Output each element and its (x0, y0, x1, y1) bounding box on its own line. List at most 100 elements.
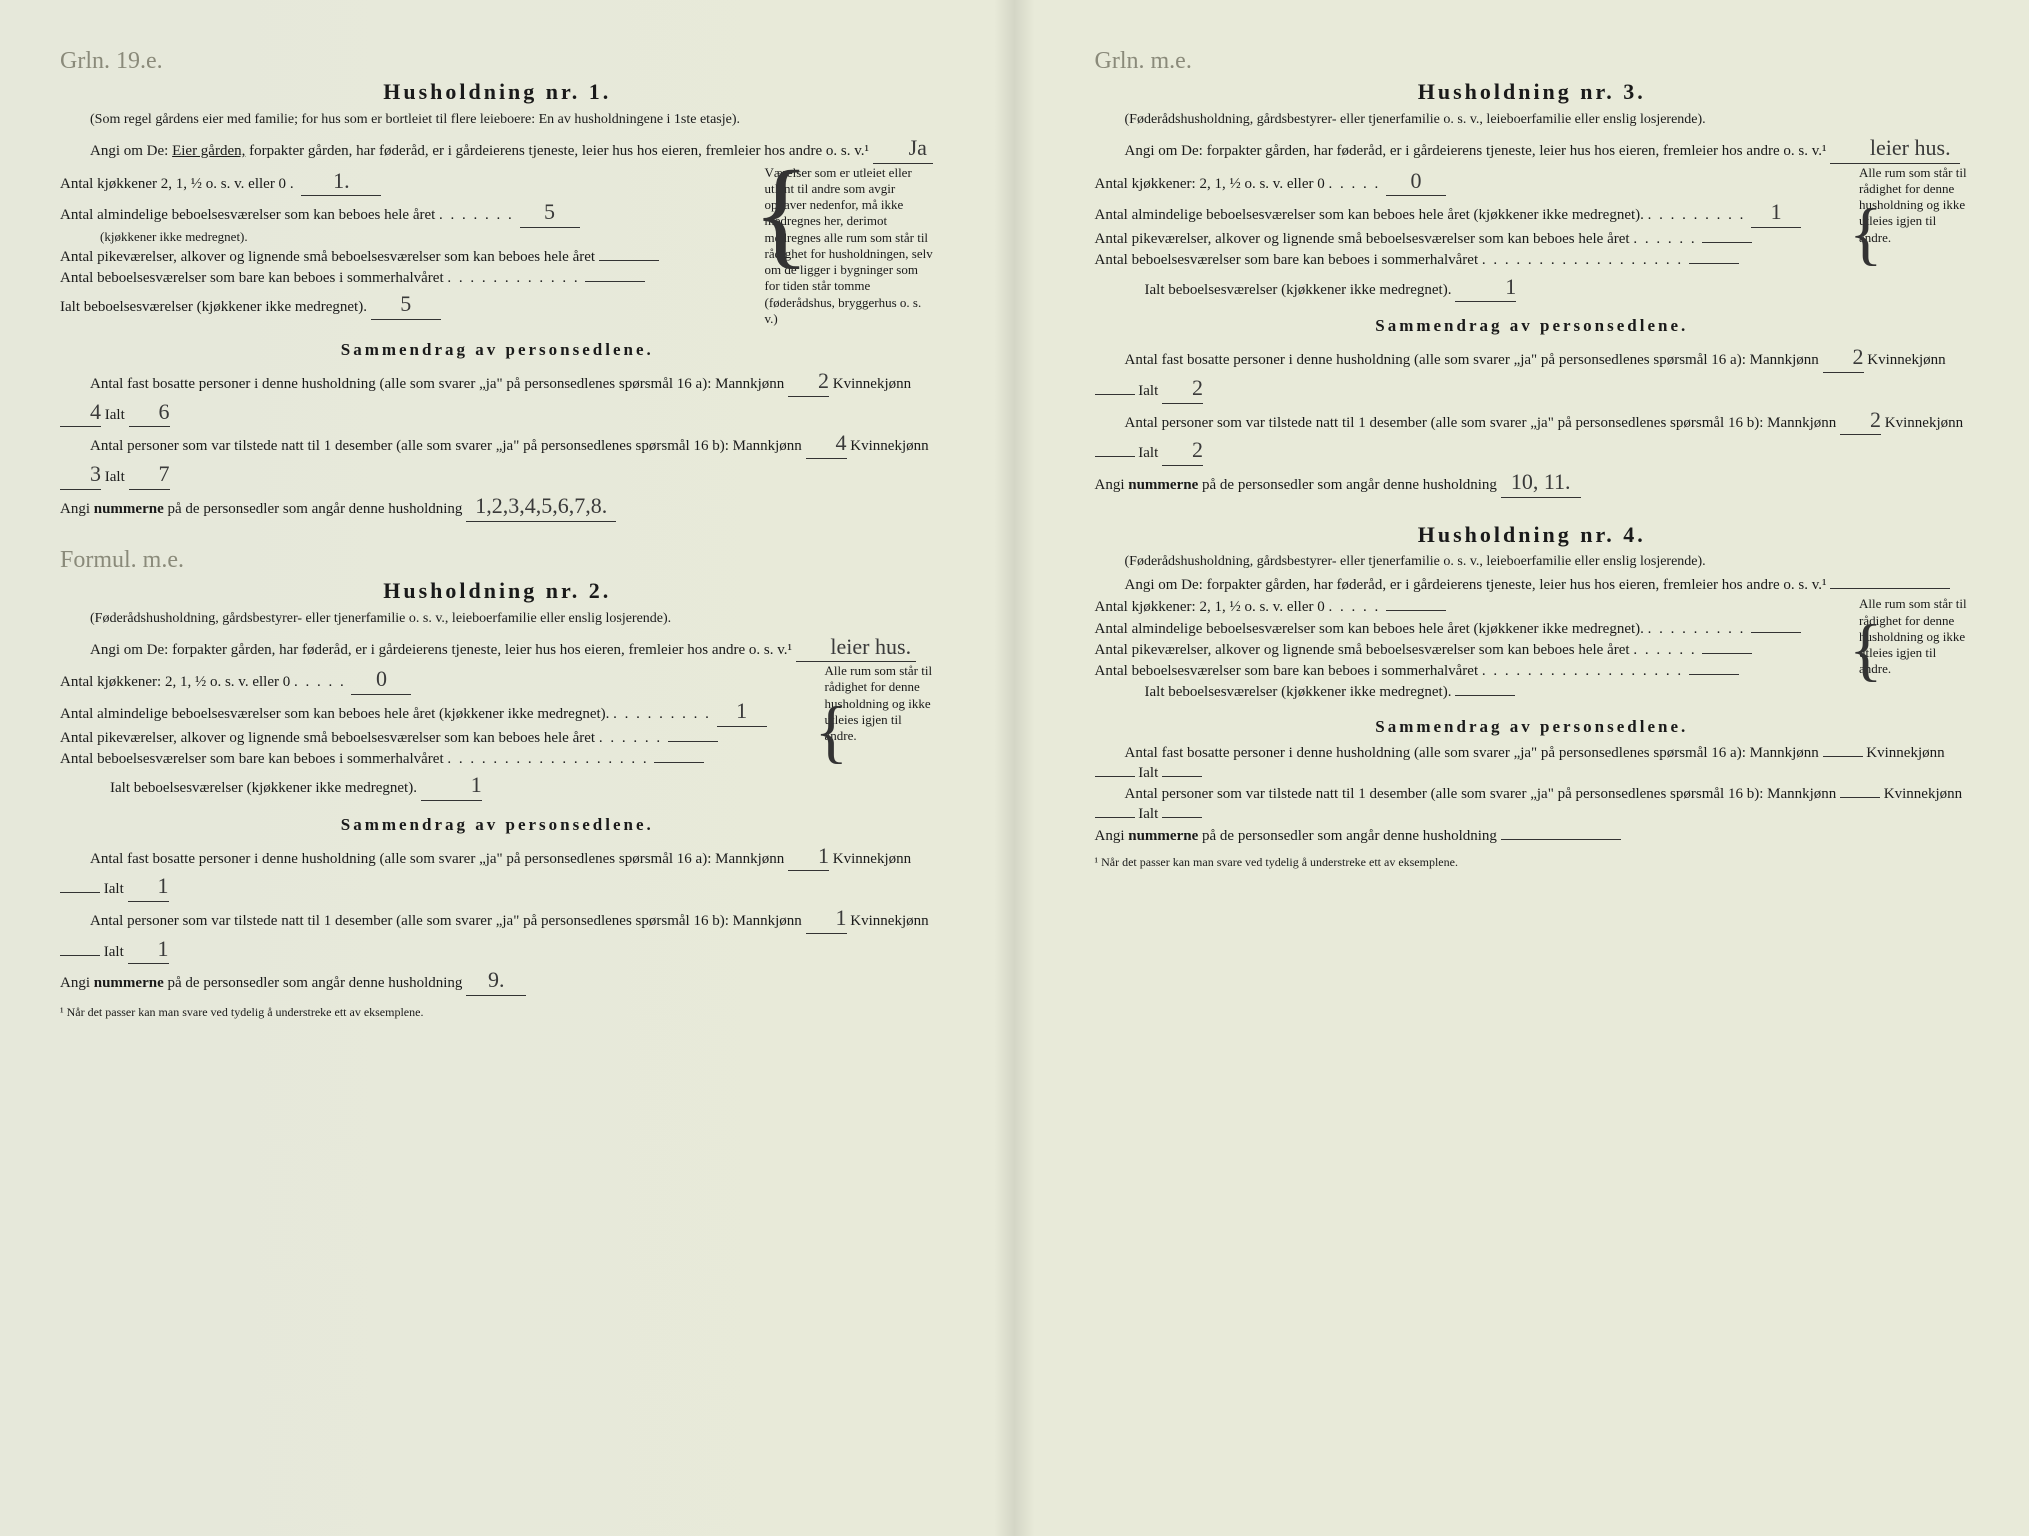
samm-title-1: Sammendrag av personsedlene. (60, 339, 935, 362)
ialt-label-3: Ialt beboelsesværelser (kjøkkener ikke m… (1145, 282, 1452, 298)
title-4: Husholdning nr. 4. (1095, 520, 1970, 550)
kv-l2-2: Kvinnekjønn (850, 913, 928, 929)
angi-text-3: Angi om De: forpakter gården, har føderå… (1125, 143, 1827, 159)
samm-v2a-4 (1840, 797, 1880, 798)
ialt-l2-2: Ialt (104, 944, 124, 960)
rooms-main-1: Antal kjøkkener 2, 1, ½ o. s. v. eller 0… (60, 165, 751, 328)
sommer-val-3 (1689, 263, 1739, 264)
samm-v1c-1: 6 (129, 397, 170, 428)
samm-v1a-4 (1823, 756, 1863, 757)
angi-hand-1: Ja (873, 133, 933, 164)
sommer-label-1: Antal beboelsesværelser som bare kan beb… (60, 270, 444, 286)
ialt-l-3: Ialt (1138, 383, 1158, 399)
sommer-val-2 (654, 762, 704, 763)
sommer-3: Antal beboelsesværelser som bare kan beb… (1095, 250, 1846, 270)
samm-v1a-1: 2 (788, 366, 829, 397)
ialt-label-2: Ialt beboelsesværelser (kjøkkener ikke m… (110, 780, 417, 796)
kjokken-2: Antal kjøkkener: 2, 1, ½ o. s. v. eller … (60, 664, 811, 695)
ialt-2: Ialt beboelsesværelser (kjøkkener ikke m… (60, 770, 811, 801)
kjokken-label-1: Antal kjøkkener 2, 1, ½ o. s. v. eller 0 (60, 176, 286, 192)
kjokken-val-1: 1. (301, 166, 381, 197)
samm-v1b-3 (1095, 394, 1135, 395)
ialt-l2-1: Ialt (105, 469, 125, 485)
samm-l2-1: Antal personer som var tilstede natt til… (90, 438, 802, 454)
annotation-2: Formul. m.e. (60, 544, 935, 576)
samm-v2c-2: 1 (128, 934, 169, 965)
samm-v2c-3: 2 (1162, 435, 1203, 466)
angi-hand-2: leier hus. (796, 632, 916, 663)
samm-16b-3: Antal personer som var tilstede natt til… (1095, 405, 1970, 466)
ialt-l2-3: Ialt (1138, 445, 1158, 461)
samm-16a-1: Antal fast bosatte personer i denne hush… (60, 366, 935, 427)
kjokken-val-3: 0 (1386, 166, 1446, 197)
samm-l2-3: Antal personer som var tilstede natt til… (1125, 415, 1837, 431)
ialt-4: Ialt beboelsesværelser (kjøkkener ikke m… (1095, 682, 1846, 702)
sommer-val-1 (585, 281, 645, 282)
brace-icon-4: { (1849, 606, 1883, 694)
samm-l2-4: Antal personer som var tilstede natt til… (1125, 786, 1837, 802)
household-1: Grln. 19.e. Husholdning nr. 1. (Som rege… (60, 45, 935, 522)
ialt-1: Ialt beboelsesværelser (kjøkkener ikke m… (60, 289, 751, 320)
title-2: Husholdning nr. 2. (60, 576, 935, 606)
samm-v2a-3: 2 (1840, 405, 1881, 436)
samm-v1c-2: 1 (128, 871, 169, 902)
kv-l2-1: Kvinnekjønn (850, 438, 928, 454)
footnote-left: ¹ Når det passer kan man svare ved tydel… (60, 1004, 935, 1020)
ialt-val-4 (1455, 695, 1515, 696)
samm-16b-2: Antal personer som var tilstede natt til… (60, 903, 935, 964)
sommer-label-3: Antal beboelsesværelser som bare kan beb… (1095, 252, 1479, 268)
pike-label-1: Antal pikeværelser, alkover og lignende … (60, 249, 595, 265)
kjokken-label-2: Antal kjøkkener: 2, 1, ½ o. s. v. eller … (60, 674, 290, 690)
rooms-block-4: Antal kjøkkener: 2, 1, ½ o. s. v. eller … (1095, 596, 1970, 703)
alm-label-3: Antal almindelige beboelsesværelser som … (1095, 207, 1644, 223)
ialt-val-3: 1 (1455, 272, 1516, 303)
pike-label-2: Antal pikeværelser, alkover og lignende … (60, 730, 595, 746)
title-1: Husholdning nr. 1. (60, 77, 935, 107)
sommer-1: Antal beboelsesværelser som bare kan beb… (60, 268, 751, 288)
alm-val-3: 1 (1751, 197, 1801, 228)
document-spread: Grln. 19.e. Husholdning nr. 1. (Som rege… (0, 0, 2029, 1536)
kjokken-1: Antal kjøkkener 2, 1, ½ o. s. v. eller 0… (60, 166, 751, 197)
rooms-main-2: Antal kjøkkener: 2, 1, ½ o. s. v. eller … (60, 663, 811, 802)
pike-val-1 (599, 260, 659, 261)
nummer-val-2: 9. (466, 965, 526, 996)
angi-hand-3: leier hus. (1830, 133, 1960, 164)
side-note-3: { Alle rum som står til rådighet for den… (1859, 165, 1969, 304)
samm-v1c-4 (1162, 776, 1202, 777)
kv-l-3: Kvinnekjønn (1867, 352, 1945, 368)
kv-l-2: Kvinnekjønn (833, 851, 911, 867)
ialt-3: Ialt beboelsesværelser (kjøkkener ikke m… (1095, 272, 1846, 303)
samm-v2a-2: 1 (806, 903, 847, 934)
side-note-4: { Alle rum som står til rådighet for den… (1859, 596, 1969, 703)
angi-ul-1: Eier gården, (172, 143, 245, 159)
sommer-4: Antal beboelsesværelser som bare kan beb… (1095, 661, 1846, 681)
alm-val-2: 1 (717, 696, 767, 727)
samm-l2-2: Antal personer som var tilstede natt til… (90, 913, 802, 929)
samm-l1-3: Antal fast bosatte personer i denne hush… (1125, 352, 1819, 368)
samm-v2c-1: 7 (129, 459, 170, 490)
samm-v1b-1: 4 (60, 397, 101, 428)
samm-16a-3: Antal fast bosatte personer i denne hush… (1095, 342, 1970, 403)
alm-label-4: Antal almindelige beboelsesværelser som … (1095, 621, 1644, 637)
subtitle-3: (Føderådshusholdning, gårdsbestyrer- ell… (1095, 111, 1970, 130)
pike-4: Antal pikeværelser, alkover og lignende … (1095, 640, 1846, 660)
kjokken-label-4: Antal kjøkkener: 2, 1, ½ o. s. v. eller … (1095, 599, 1325, 615)
samm-title-2: Sammendrag av personsedlene. (60, 814, 935, 837)
samm-v1a-3: 2 (1823, 342, 1864, 373)
kjokken-val-2: 0 (351, 664, 411, 695)
pike-val-4 (1702, 653, 1752, 654)
household-3: Grln. m.e. Husholdning nr. 3. (Føderådsh… (1095, 45, 1970, 498)
nummer-val-4 (1501, 839, 1621, 840)
annotation-1: Grln. 19.e. (60, 45, 935, 77)
sommer-label-2: Antal beboelsesværelser som bare kan beb… (60, 751, 444, 767)
kv-l2-4: Kvinnekjønn (1884, 786, 1962, 802)
kjokken-val-4 (1386, 610, 1446, 611)
nummer-3: Angi nummerne på de personsedler som ang… (1095, 467, 1970, 498)
pike-label-4: Antal pikeværelser, alkover og lignende … (1095, 642, 1630, 658)
side-note-1: { Værelser som er utleiet eller utlånt t… (765, 165, 935, 328)
samm-16a-2: Antal fast bosatte personer i denne hush… (60, 841, 935, 902)
rooms-block-1: Antal kjøkkener 2, 1, ½ o. s. v. eller 0… (60, 165, 935, 328)
kv-l-4: Kvinnekjønn (1866, 745, 1944, 761)
samm-v2b-4 (1095, 817, 1135, 818)
angi-text-2: Angi om De: forpakter gården, har føderå… (90, 642, 792, 658)
